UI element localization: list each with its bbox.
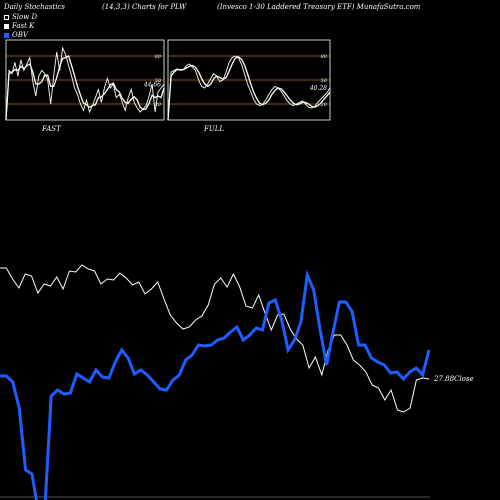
close-last-value: 27.88: [433, 375, 455, 383]
header-left: Daily Stochastics: [4, 3, 66, 11]
legend-swatch-obv: [4, 33, 9, 38]
fast-stochastics-tick-label-50: 50: [155, 78, 162, 84]
legend-item-fast-k: Fast K: [4, 22, 37, 31]
header-middle: (14,3,3) Charts for PLW: [102, 3, 187, 11]
legend-label-slow-d: Slow D: [12, 13, 38, 21]
legend-item-slow-d: Slow D: [4, 13, 37, 22]
full-stochastics-tick-label-80: 80: [321, 54, 328, 60]
legend-item-obv: OBV: [4, 31, 37, 40]
legend-label-fast-k: Fast K: [12, 22, 35, 30]
full-stochastics-xlabel: FULL: [203, 125, 224, 133]
close-series-label: Close: [454, 375, 474, 383]
fast-stochastics-last-value: 44.66: [143, 81, 161, 88]
fast-stochastics-series-fast-k: [5, 46, 165, 121]
header-right: (Invesco 1-30 Laddered Treasury ETF) Mun…: [217, 3, 421, 11]
fast-stochastics-tick-label-80: 80: [155, 54, 162, 60]
full-stochastics-series-k: [167, 55, 331, 121]
fast-stochastics-panel: 20 50 80 44.66 FAST: [5, 39, 165, 133]
legend-swatch-slow-d: [4, 15, 9, 20]
legend-label-obv: OBV: [12, 31, 28, 39]
fast-stochastics-series-slow-d: [5, 55, 165, 121]
full-stochastics-tick-label-50: 50: [321, 78, 328, 84]
legend-swatch-fast-k: [4, 24, 9, 29]
full-stochastics-series-d: [167, 56, 331, 121]
full-stochastics-panel: 20 50 80 40.28 FULL: [167, 39, 331, 133]
legend: Slow D Fast K OBV: [4, 13, 37, 40]
fast-stochastics-tick-label-20: 20: [154, 102, 162, 108]
fast-stochastics-xlabel: FAST: [41, 125, 62, 133]
price-obv-panel: 27.88Close: [0, 264, 474, 500]
series-obv-line: [0, 269, 431, 500]
full-stochastics-tick-label-20: 20: [320, 102, 328, 108]
full-stochastics-last-value: 40.28: [309, 85, 327, 92]
series-close-line: [0, 264, 430, 413]
close-last-value-label: 27.88Close: [433, 375, 474, 383]
